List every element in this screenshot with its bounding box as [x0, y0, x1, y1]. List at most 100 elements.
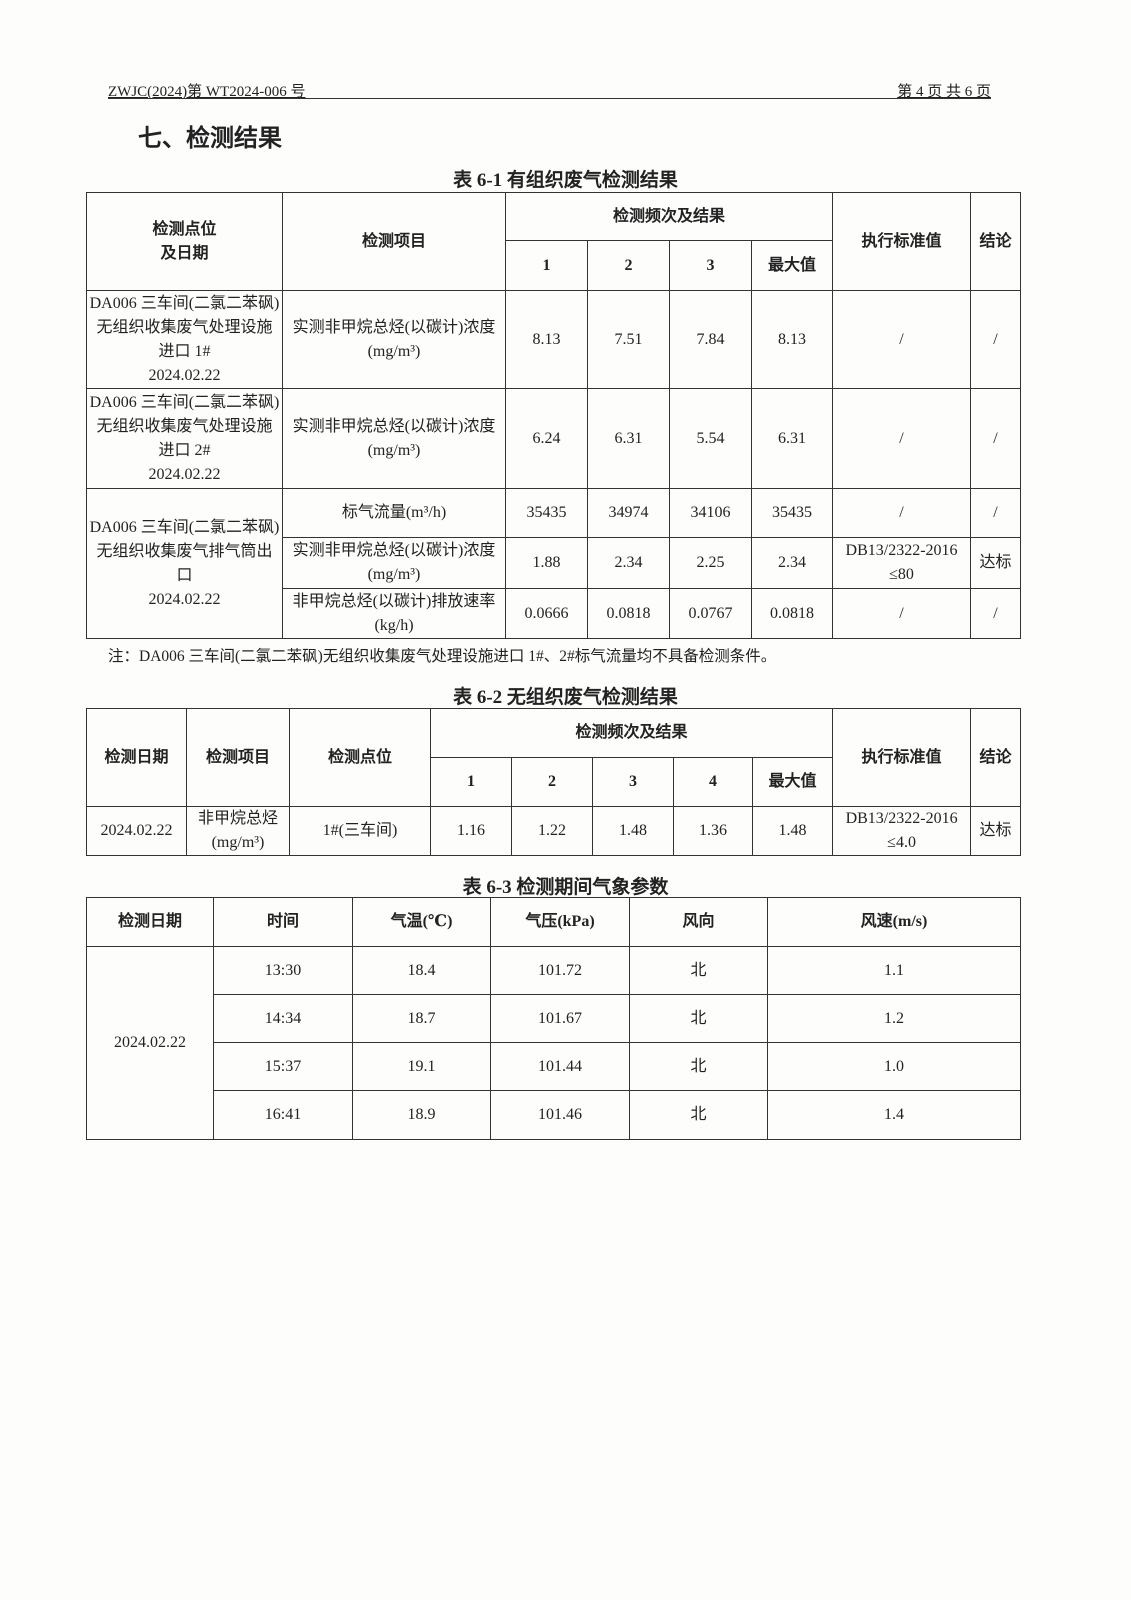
cell-pressure: 101.67 [490, 994, 630, 1043]
cell-max: 0.0818 [750, 588, 834, 639]
cell-item: 实测非甲烷总烃(以碳计)浓度(mg/m³) [282, 537, 506, 589]
document-number: ZWJC(2024)第 WT2024-006 号 [108, 84, 306, 100]
header-time: 时间 [213, 897, 353, 947]
cell-item: 标气流量(m³/h) [282, 488, 506, 538]
header-n3: 3 [592, 757, 674, 807]
cell-v2: 2.34 [587, 537, 670, 589]
cell-temp: 18.4 [352, 946, 491, 995]
table-row: 非甲烷总烃(以碳计)排放速率(kg/h) 0.0666 0.0818 0.076… [87, 588, 1022, 639]
cell-v3: 0.0767 [669, 588, 752, 639]
cell-wind-speed: 1.2 [767, 994, 1021, 1043]
cell-item: 实测非甲烷总烃(以碳计)浓度(mg/m³) [282, 388, 506, 489]
cell-v3: 34106 [669, 488, 752, 538]
cell-conclusion: 达标 [970, 806, 1022, 856]
header-wind-dir: 风向 [629, 897, 768, 947]
header-n4: 4 [673, 757, 753, 807]
cell-point: DA006 三车间(二氯二苯砜)无组织收集废气处理设施进口 2# 2024.02… [86, 388, 283, 489]
header-rule [108, 98, 991, 99]
cell-time: 13:30 [213, 946, 353, 995]
cell-item: 实测非甲烷总烃(以碳计)浓度(mg/m³) [282, 290, 506, 389]
cell-conclusion: / [970, 488, 1022, 538]
cell-pressure: 101.72 [490, 946, 630, 995]
cell-v1: 0.0666 [505, 588, 588, 639]
header-date: 检测日期 [86, 708, 187, 807]
cell-temp: 18.7 [352, 994, 491, 1043]
header-max: 最大值 [751, 757, 834, 807]
cell-date: 2024.02.22 [86, 806, 187, 856]
cell-wind-speed: 1.1 [767, 946, 1021, 995]
table-row: 16:41 18.9 101.46 北 1.4 [87, 1090, 1021, 1140]
header-freq: 检测频次及结果 [429, 708, 834, 758]
header-point: 检测点位 [289, 708, 431, 807]
cell-item: 非甲烷总烃(以碳计)排放速率(kg/h) [282, 588, 506, 639]
cell-wind-dir: 北 [629, 994, 768, 1043]
cell-wind-speed: 1.0 [767, 1042, 1021, 1091]
cell-v4: 1.36 [673, 806, 753, 856]
header-pressure: 气压(kPa) [490, 897, 630, 947]
table1-note: 注：DA006 三车间(二氯二苯砜)无组织收集废气处理设施进口 1#、2#标气流… [108, 648, 777, 665]
cell-point: DA006 三车间(二氯二苯砜)无组织收集废气排气筒出口 2024.02.22 [86, 488, 283, 639]
header-item: 检测项目 [282, 192, 506, 291]
cell-item: 非甲烷总烃(mg/m³) [186, 806, 290, 856]
header-n2: 2 [587, 240, 670, 291]
table-row: 15:37 19.1 101.44 北 1.0 [87, 1042, 1021, 1091]
cell-date: 2024.02.22 [86, 946, 214, 1140]
cell-point: DA006 三车间(二氯二苯砜)无组织收集废气处理设施进口 1# 2024.02… [86, 290, 283, 389]
header-point: 检测点位 及日期 [86, 192, 283, 291]
cell-conclusion: / [970, 290, 1022, 389]
header-date: 检测日期 [86, 897, 214, 947]
table2-caption: 表 6-2 无组织废气检测结果 [453, 687, 678, 708]
header-wind-speed: 风速(m/s) [767, 897, 1021, 947]
cell-v2: 34974 [587, 488, 670, 538]
cell-time: 15:37 [213, 1042, 353, 1091]
table-row: DA006 三车间(二氯二苯砜)无组织收集废气处理设施进口 2# 2024.02… [86, 388, 1022, 489]
cell-v2: 0.0818 [587, 588, 670, 639]
cell-max: 35435 [750, 488, 834, 538]
cell-v1: 1.16 [430, 806, 512, 856]
header-max: 最大值 [750, 240, 834, 291]
cell-max: 2.34 [750, 537, 834, 589]
cell-v3: 5.54 [669, 388, 752, 489]
table-weather: 检测日期 时间 气温(℃) 气压(kPa) 风向 风速(m/s) 2024.02… [86, 897, 1021, 1140]
header-conclusion: 结论 [970, 192, 1022, 291]
cell-point: 1#(三车间) [289, 806, 431, 856]
cell-v1: 6.24 [505, 388, 588, 489]
cell-standard: / [832, 290, 972, 389]
cell-wind-dir: 北 [629, 1090, 768, 1140]
cell-max: 8.13 [750, 290, 834, 389]
cell-v3: 2.25 [669, 537, 752, 589]
cell-standard: / [832, 588, 972, 639]
table-fugitive-emissions: 检测日期 检测项目 检测点位 检测频次及结果 执行标准值 结论 1 2 3 4 … [86, 708, 1022, 856]
cell-conclusion: 达标 [970, 537, 1022, 589]
table3-caption: 表 6-3 检测期间气象参数 [462, 877, 669, 898]
cell-v1: 1.88 [505, 537, 588, 589]
cell-standard: DB13/2322-2016 ≤80 [832, 537, 972, 589]
header-n1: 1 [505, 240, 588, 291]
header-n1: 1 [430, 757, 512, 807]
cell-v1: 8.13 [505, 290, 588, 389]
cell-wind-dir: 北 [629, 946, 768, 995]
cell-v2: 7.51 [587, 290, 670, 389]
cell-v2: 6.31 [587, 388, 670, 489]
cell-v3: 7.84 [669, 290, 752, 389]
table-row: DA006 三车间(二氯二苯砜)无组织收集废气处理设施进口 1# 2024.02… [86, 290, 1022, 389]
header-freq: 检测频次及结果 [504, 192, 834, 241]
table1-caption: 表 6-1 有组织废气检测结果 [453, 170, 678, 191]
page-number: 第 4 页 共 6 页 [897, 84, 991, 100]
table-organized-emissions: 检测点位 及日期 检测项目 检测频次及结果 执行标准值 结论 1 2 3 最大值… [86, 192, 1022, 639]
cell-conclusion: / [970, 588, 1022, 639]
table-row: 实测非甲烷总烃(以碳计)浓度(mg/m³) 1.88 2.34 2.25 2.3… [87, 537, 1022, 589]
cell-max: 6.31 [750, 388, 834, 489]
cell-pressure: 101.44 [490, 1042, 630, 1091]
header-item: 检测项目 [186, 708, 290, 807]
cell-max: 1.48 [751, 806, 834, 856]
cell-time: 14:34 [213, 994, 353, 1043]
table-row: 2024.02.22 非甲烷总烃(mg/m³) 1#(三车间) 1.16 1.2… [86, 806, 1022, 856]
cell-standard: DB13/2322-2016 ≤4.0 [832, 806, 972, 856]
header-n2: 2 [511, 757, 593, 807]
header-n3: 3 [669, 240, 752, 291]
cell-v3: 1.48 [592, 806, 674, 856]
cell-pressure: 101.46 [490, 1090, 630, 1140]
cell-temp: 18.9 [352, 1090, 491, 1140]
